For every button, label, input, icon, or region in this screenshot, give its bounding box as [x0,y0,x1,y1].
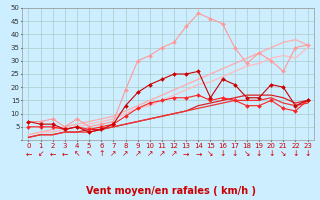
Text: ↑: ↑ [98,150,104,158]
Text: ↘: ↘ [280,150,286,158]
Text: ↓: ↓ [304,150,311,158]
Text: ↙: ↙ [37,150,44,158]
Text: ↖: ↖ [86,150,92,158]
Text: ↓: ↓ [220,150,226,158]
Text: ↗: ↗ [110,150,116,158]
Text: ↗: ↗ [171,150,177,158]
Text: ←: ← [62,150,68,158]
Text: ↗: ↗ [122,150,129,158]
Text: ↗: ↗ [159,150,165,158]
Text: →: → [183,150,189,158]
Text: ←: ← [25,150,32,158]
Text: ↓: ↓ [232,150,238,158]
Text: ↗: ↗ [134,150,141,158]
Text: ↓: ↓ [256,150,262,158]
Text: ↓: ↓ [292,150,299,158]
Text: ↘: ↘ [207,150,214,158]
Text: ↖: ↖ [74,150,80,158]
Text: Vent moyen/en rafales ( km/h ): Vent moyen/en rafales ( km/h ) [86,186,256,196]
Text: →: → [195,150,202,158]
Text: ←: ← [50,150,56,158]
Text: ↗: ↗ [147,150,153,158]
Text: ↓: ↓ [268,150,274,158]
Text: ↘: ↘ [244,150,250,158]
